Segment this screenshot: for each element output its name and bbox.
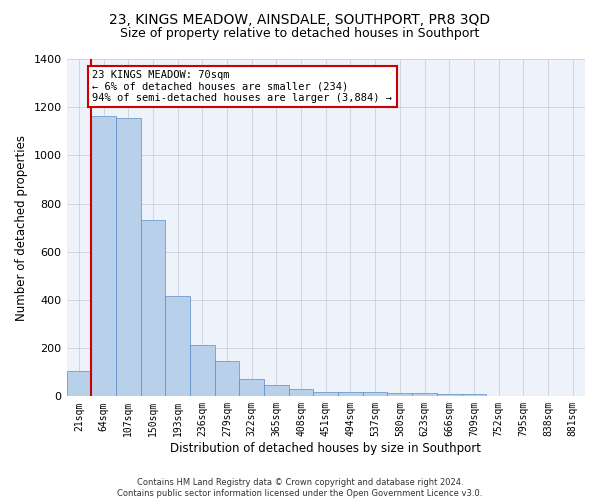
Bar (363, 392, 388, 396)
Text: 23, KINGS MEADOW, AINSDALE, SOUTHPORT, PR8 3QD: 23, KINGS MEADOW, AINSDALE, SOUTHPORT, P… (109, 12, 491, 26)
Bar (91, 116, 116, 396)
Y-axis label: Number of detached properties: Number of detached properties (15, 134, 28, 320)
Text: Size of property relative to detached houses in Southport: Size of property relative to detached ho… (121, 28, 479, 40)
Bar (116, 118, 140, 396)
X-axis label: Distribution of detached houses by size in Southport: Distribution of detached houses by size … (170, 442, 481, 455)
Bar (190, 344, 215, 397)
Bar (388, 392, 412, 396)
Bar (437, 394, 461, 396)
Bar (313, 392, 338, 396)
Bar (412, 392, 437, 396)
Bar (289, 389, 313, 396)
Text: Contains HM Land Registry data © Crown copyright and database right 2024.
Contai: Contains HM Land Registry data © Crown c… (118, 478, 482, 498)
Bar (140, 220, 165, 396)
Bar (239, 380, 264, 396)
Text: 23 KINGS MEADOW: 70sqm
← 6% of detached houses are smaller (234)
94% of semi-det: 23 KINGS MEADOW: 70sqm ← 6% of detached … (92, 70, 392, 103)
Bar (338, 392, 363, 396)
Bar (215, 360, 239, 396)
Bar (461, 394, 486, 396)
Bar (67, 371, 91, 396)
Bar (165, 296, 190, 396)
Bar (264, 385, 289, 396)
